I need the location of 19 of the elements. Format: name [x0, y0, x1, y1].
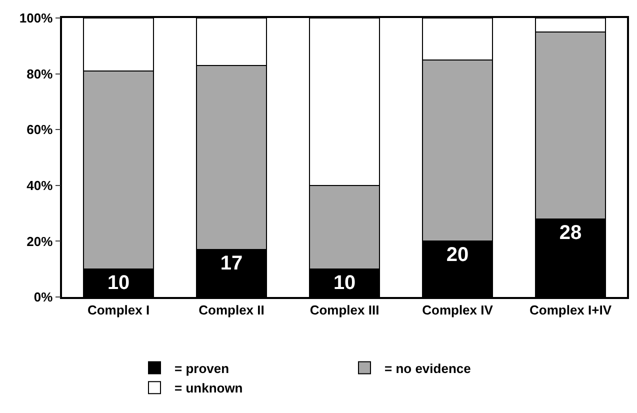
x-tick-label: Complex I — [87, 302, 150, 318]
legend-label: = unknown — [174, 380, 243, 396]
y-tick-label: 100% — [19, 10, 54, 26]
data-label: 17 — [220, 252, 243, 275]
legend-label: = no evidence — [384, 360, 471, 376]
data-label: 20 — [446, 244, 469, 266]
y-tick-label: 60% — [26, 122, 54, 138]
y-tick-label: 40% — [26, 178, 54, 193]
x-tick-label: Complex I+IV — [530, 302, 612, 318]
y-tick-label: 0% — [34, 290, 54, 305]
y-tick-label: 80% — [26, 66, 54, 82]
x-tick-label: Complex II — [198, 302, 264, 318]
y-tick-label: 20% — [26, 234, 54, 249]
legend-label: = proven — [174, 360, 230, 376]
data-label: 10 — [107, 272, 130, 294]
x-tick-label: Complex III — [310, 302, 380, 318]
data-label: 10 — [333, 272, 356, 294]
data-label: 28 — [559, 222, 582, 244]
x-tick-label: Complex IV — [422, 302, 494, 318]
